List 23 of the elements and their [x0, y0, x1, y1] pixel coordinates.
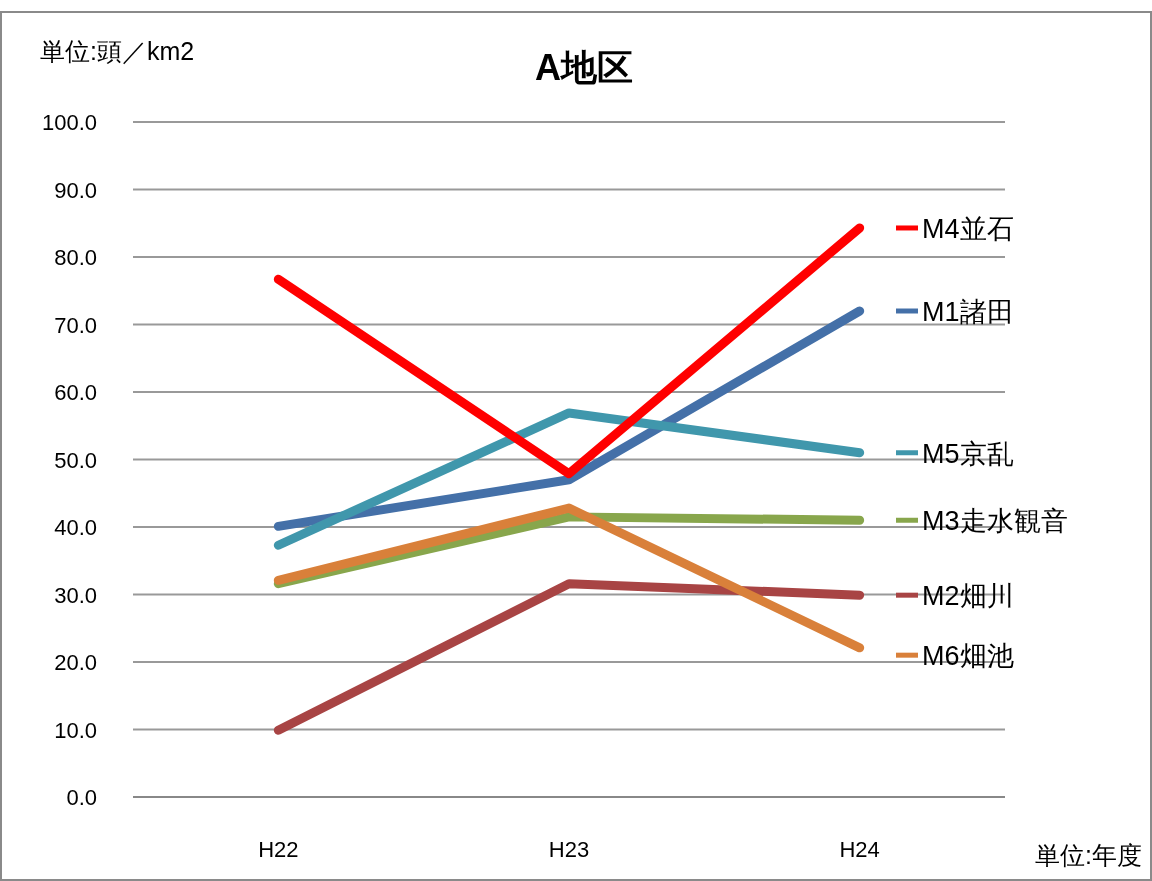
legend-label: M5京乱	[922, 438, 1014, 469]
chart-title: A地区	[535, 47, 633, 88]
y-tick-label: 100.0	[41, 110, 97, 135]
legend-label: M2畑川	[922, 581, 1014, 612]
x-tick-label: H22	[258, 837, 299, 862]
legend-label: M6畑池	[922, 641, 1014, 672]
y-tick-label: 0.0	[66, 785, 97, 810]
legend-label: M4並石	[922, 213, 1014, 244]
legend-label: M3走水観音	[922, 506, 1068, 537]
y-tick-label: 70.0	[54, 312, 97, 338]
y-tick-label: 50.0	[54, 447, 97, 473]
x-tick-label: H24	[839, 837, 880, 862]
y-tick-label: 60.0	[54, 380, 97, 405]
text: 単位:年度	[1035, 841, 1142, 869]
y-tick-label: 80.0	[54, 245, 97, 270]
y-tick-label: 90.0	[54, 177, 97, 203]
y-tick-label: 20.0	[54, 650, 97, 675]
x-tick-label: H23	[548, 837, 590, 862]
y-tick-label: 10.0	[54, 717, 97, 743]
legend-label: M1諸田	[922, 297, 1014, 327]
text: 単位:頭／km2	[40, 37, 195, 65]
y-tick-label: 40.0	[54, 515, 97, 540]
y-tick-label: 30.0	[54, 582, 97, 608]
